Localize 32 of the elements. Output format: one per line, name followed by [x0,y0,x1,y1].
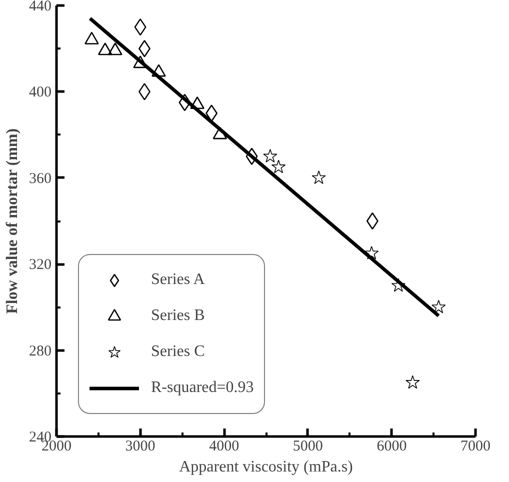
point [312,170,326,184]
x-axis-title: Apparent viscosity (mPa.s) [179,458,353,476]
point [246,148,258,165]
point [133,56,148,68]
point [108,42,122,56]
point [190,96,204,110]
x-tick-label: 3000 [125,438,156,454]
x-tick-label: 4000 [209,438,240,454]
x-tick-label: 7000 [460,438,490,454]
x-tick-label: 5000 [292,438,323,454]
y-tick-label: 360 [29,170,52,187]
legend-label: Series C [151,343,205,361]
point [272,160,286,174]
point [391,278,406,292]
point [206,104,218,122]
y-tick-label: 400 [29,84,52,101]
point [432,300,446,314]
y-tick-label: 280 [29,343,52,360]
y-tick-label: 320 [29,257,52,274]
point [98,42,112,56]
legend-label: Series B [151,307,205,325]
point [263,148,278,162]
point [364,246,379,260]
legend-label: R-squared=0.93 [151,379,254,397]
point [406,375,420,389]
point [152,64,166,77]
y-axis-title: Flow value of mortar (mm) [4,128,21,314]
point [212,126,228,140]
x-tick-label: 6000 [376,438,407,454]
legend-label: Series A [151,271,205,289]
point [84,32,99,44]
y-tick-label: 440 [29,0,52,14]
